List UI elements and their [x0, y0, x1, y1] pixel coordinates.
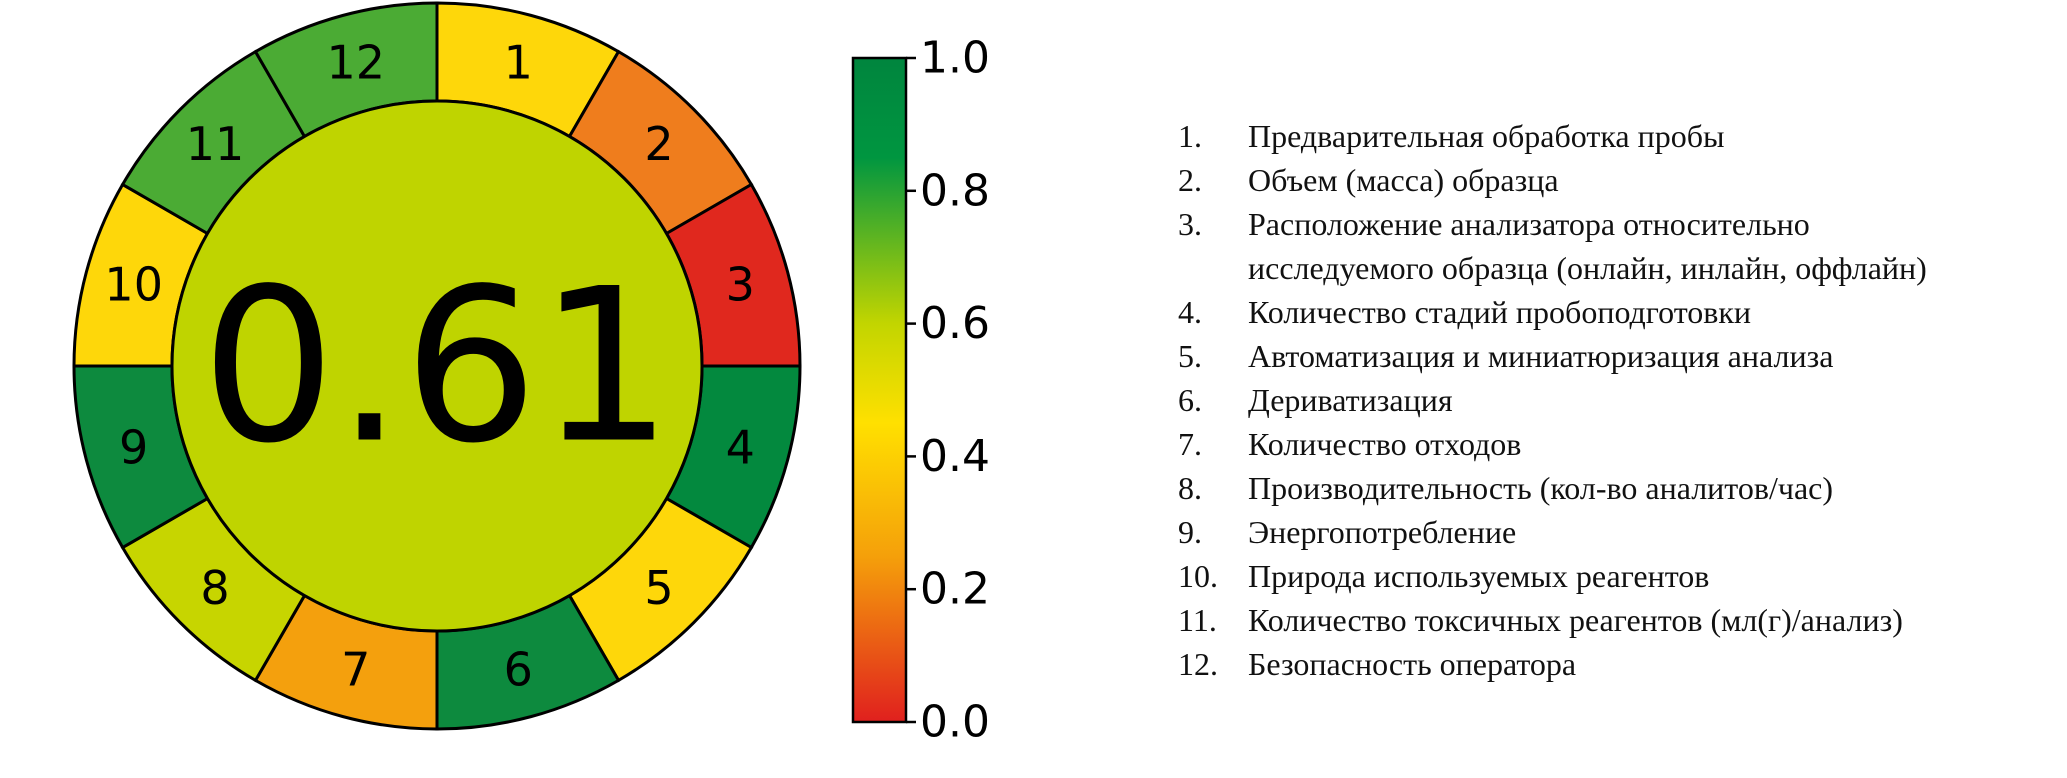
colorbar-tick-label: 0.0: [920, 697, 990, 748]
legend-item-number: 6.: [1178, 382, 1202, 418]
legend-item-number: 1.: [1178, 118, 1202, 154]
ring-segment-label-4: 4: [726, 420, 755, 474]
criteria-legend: 1. Предварительная обработка пробы 2. Объем…: [1178, 114, 1927, 686]
legend-item-number: 2.: [1178, 162, 1202, 198]
legend-item: 3. Расположение анализатора относительно …: [1178, 202, 1927, 290]
legend-item: 8. Производительность (кол-во аналитов/ча…: [1178, 466, 1927, 510]
legend-item-text: Производительность (кол-во аналитов/час): [1248, 470, 1833, 506]
legend-item: 4. Количество стадий пробоподготовки: [1178, 290, 1927, 334]
legend-item: 9. Энергопотребление: [1178, 510, 1927, 554]
legend-item: 7. Количество отходов: [1178, 422, 1927, 466]
legend-item: 2. Объем (масса) образца: [1178, 158, 1927, 202]
legend-item-text: Объем (масса) образца: [1248, 162, 1559, 198]
legend-item-text: Дериватизация: [1248, 382, 1453, 418]
ring-segment-label-3: 3: [726, 258, 755, 312]
ring-segment-label-6: 6: [504, 642, 533, 696]
ring-segment-label-9: 9: [119, 420, 148, 474]
legend-item-number: 3.: [1178, 206, 1202, 242]
ring-segment-label-2: 2: [644, 117, 673, 171]
legend-item-text: Предварительная обработка пробы: [1248, 118, 1725, 154]
legend-item-number: 9.: [1178, 514, 1202, 550]
colorbar-tick-label: 0.2: [920, 564, 990, 615]
colorbar-ticks: 0.0 0.2 0.4 0.6 0.8 1.0: [906, 33, 990, 748]
legend-item-text: Природа используемых реагентов: [1248, 558, 1710, 594]
ring-segment-label-1: 1: [504, 36, 533, 90]
colorbar: [851, 56, 908, 724]
colorbar-tick-label: 0.6: [920, 298, 990, 349]
ring-segment-label-7: 7: [341, 642, 370, 696]
legend-item-number: 5.: [1178, 338, 1202, 374]
ring-segment-label-12: 12: [326, 36, 385, 90]
legend-item-text: Безопасность оператора: [1248, 646, 1577, 682]
legend-item-text: Количество отходов: [1248, 426, 1522, 462]
colorbar-tick-label: 1.0: [920, 33, 990, 84]
legend-item-number: 12.: [1178, 646, 1218, 682]
legend-item-text: Количество стадий пробоподготовки: [1248, 294, 1752, 330]
legend-item-number: 10.: [1178, 558, 1218, 594]
overall-score: 0.61: [201, 243, 673, 490]
legend-item: 5. Автоматизация и миниатюризация анализа: [1178, 334, 1927, 378]
ring-segment-label-8: 8: [200, 561, 229, 615]
ring-segment-label-5: 5: [644, 561, 673, 615]
legend-item: 12. Безопасность оператора: [1178, 642, 1927, 686]
ring-segment-label-10: 10: [104, 258, 163, 312]
legend-item: 10. Природа используемых реагентов: [1178, 554, 1927, 598]
legend-item: 11. Количество токсичных реагентов (мл(г)…: [1178, 598, 1927, 642]
legend-item-text: Расположение анализатора относительно ис…: [1248, 206, 1927, 286]
legend-item-number: 4.: [1178, 294, 1202, 330]
colorbar-tick-label: 0.4: [920, 431, 990, 482]
legend-item-text: Количество токсичных реагентов (мл(г)/ан…: [1248, 602, 1903, 638]
ring-segment-label-11: 11: [186, 117, 245, 171]
legend-item: 1. Предварительная обработка пробы: [1178, 114, 1927, 158]
legend-item-number: 8.: [1178, 470, 1202, 506]
legend-item-number: 7.: [1178, 426, 1202, 462]
legend-item-text: Автоматизация и миниатюризация анализа: [1248, 338, 1834, 374]
score-center-disc: [170, 99, 704, 633]
colorbar-tick-label: 0.8: [920, 165, 990, 216]
legend-item-text: Энергопотребление: [1248, 514, 1517, 550]
legend-item-number: 11.: [1178, 602, 1217, 638]
legend-item: 6. Дериватизация: [1178, 378, 1927, 422]
